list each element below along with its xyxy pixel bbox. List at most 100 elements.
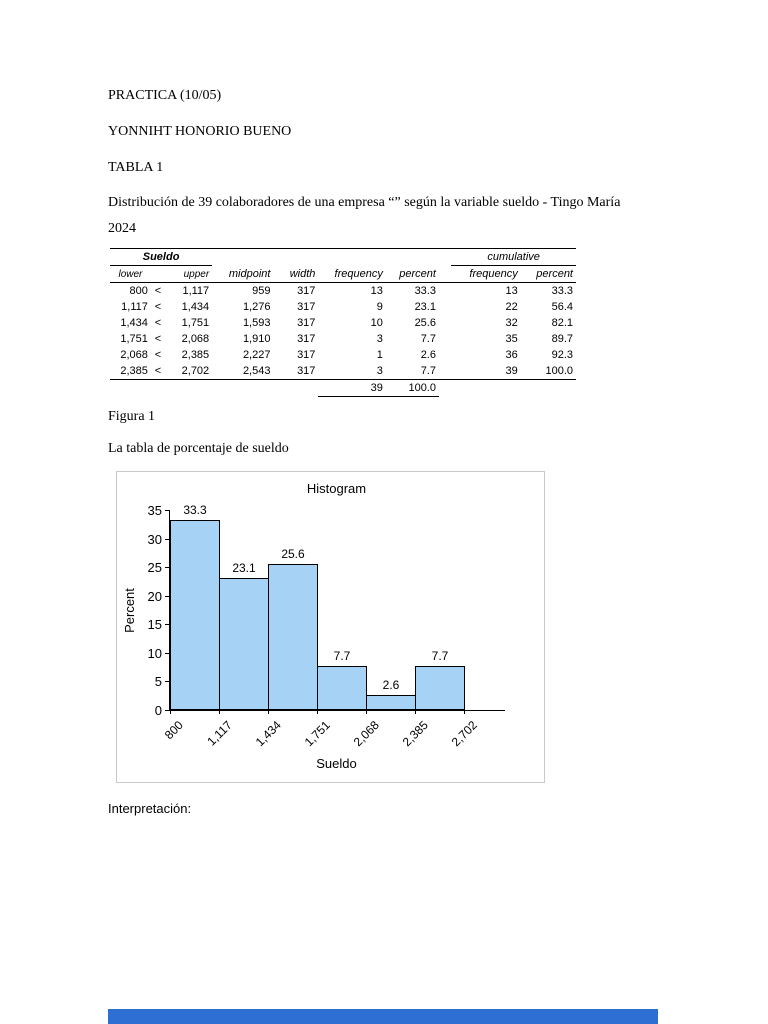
y-tick-mark (165, 624, 170, 626)
table-cell: 1,434 (181, 301, 210, 313)
table-cell: 35 (505, 333, 518, 345)
table-cell: 2,385 (110, 363, 151, 380)
totals-row: 39 100.0 (110, 379, 576, 397)
bar-value-label: 33.3 (183, 502, 207, 517)
table-description-line1: Distribución de 39 colaboradores de una … (108, 195, 621, 210)
interpretation-label: Interpretación: (108, 801, 192, 816)
bar-value-label: 7.7 (431, 649, 449, 663)
table-cell (439, 347, 451, 363)
table-cell: 39 (451, 363, 521, 380)
group-header-row: Sueldo cumulative (110, 248, 576, 266)
totals-spacer (110, 380, 318, 397)
table-cell: 317 (297, 285, 316, 297)
table-cell: 317 (297, 333, 316, 345)
totals-gap (439, 380, 451, 397)
author-name: YONNIHT HONORIO BUENO (108, 124, 292, 139)
x-tick-mark (464, 710, 465, 714)
table-cell (439, 299, 451, 315)
table-cell: 1 (376, 349, 383, 361)
table-cell: < (150, 363, 166, 380)
histogram-figure: Histogram Percent 0 5 10 15 20 25 30 35 33.3 23.1… (116, 471, 545, 783)
table-cell: 2,385 (181, 349, 210, 361)
x-axis-label: Sueldo (316, 756, 357, 771)
table-label: TABLA 1 (108, 160, 164, 175)
y-tick-label: 0 (154, 703, 162, 718)
bar-value-label: 25.6 (281, 546, 305, 561)
table-cell: 82.1 (551, 317, 573, 329)
table-cell: < (154, 349, 162, 361)
table-cell: 36 (505, 349, 518, 361)
y-tick-mark (165, 710, 170, 711)
histogram-bar (170, 519, 220, 710)
y-tick-mark (165, 567, 170, 569)
x-tick-mark (415, 710, 416, 714)
table-cell: 1,593 (242, 317, 271, 329)
table-cell: 2,068 (120, 349, 148, 361)
table-cell: 92.3 (551, 349, 573, 361)
col-header-upper: upper (165, 265, 213, 283)
plot-area: 0 5 10 15 20 25 30 35 33.3 23.1 25.6 7.7 2.6 7.7 800 1,… (148, 503, 505, 749)
table-cell: 33.3 (551, 285, 573, 297)
y-tick-mark (165, 681, 170, 683)
group-header-sueldo: Sueldo (110, 248, 213, 266)
table-cell: 317 (297, 317, 316, 329)
next-page-blue-bar (108, 1009, 658, 1024)
table-cell: 2,543 (212, 363, 274, 380)
col-header-midpoint: midpoint (212, 265, 274, 283)
table-cell: 3 (376, 333, 383, 345)
table-cell: 22 (505, 301, 518, 313)
table-cell: 23.1 (414, 301, 436, 313)
table-cell: 89.7 (551, 333, 573, 345)
table-cell: 25.6 (414, 317, 436, 329)
totals-cum-frequency (451, 380, 520, 397)
table-cell: 1,910 (242, 333, 271, 345)
y-tick-mark (165, 538, 170, 540)
table-cell: 1,751 (181, 317, 210, 329)
col-header-frequency: frequency (318, 265, 386, 283)
table-row: 1,751 <2,068 1,910 317 3 7.7 35 89.7 (110, 331, 576, 347)
histogram-bar (415, 666, 465, 710)
histogram-bar (317, 666, 367, 710)
col-header-percent: percent (385, 265, 439, 283)
y-tick-label: 10 (147, 645, 162, 661)
table-cell: 2,227 (242, 349, 271, 361)
y-tick-label: 20 (147, 588, 162, 604)
table-row: 800 <1,117 959 317 13 33.3 13 33.3 (110, 283, 576, 300)
col-header-width: width (273, 265, 319, 283)
figure-label: Figura 1 (108, 409, 156, 424)
table-cell: 33.3 (414, 285, 436, 297)
x-tick-label: 800 (161, 718, 186, 743)
table-cell: 100.0 (520, 363, 576, 380)
total-frequency: 39 (318, 379, 386, 397)
table-cell: 7.7 (385, 363, 439, 380)
x-tick-label: 1,117 (204, 718, 235, 749)
table-row: 2,385 <2,702 2,543 317 3 7.7 39 100.0 (110, 363, 576, 380)
table-cell: 32 (505, 317, 518, 329)
table-row: 1,117 <1,434 1,276 317 9 23.1 22 56.4 (110, 299, 576, 315)
table-cell: < (154, 333, 162, 345)
chart-title: Histogram (306, 481, 367, 496)
y-tick-mark (165, 595, 170, 597)
x-tick-label: 1,751 (301, 718, 333, 750)
table-cell: 7.7 (420, 333, 436, 345)
table-cell: 10 (370, 317, 383, 329)
histogram-bar (219, 578, 269, 710)
col-header-lower: lower (110, 265, 151, 283)
group-header-gap (212, 249, 439, 266)
group-header-cumulative: cumulative (451, 248, 576, 266)
y-tick-label: 30 (147, 531, 162, 547)
table-cell: 1,434 (120, 317, 148, 329)
x-tick-label: 2,385 (399, 718, 431, 750)
table-description: Distribución de 39 colaboradores de una … (108, 190, 668, 242)
table-row: 1,434 <1,751 1,593 317 10 25.6 32 82.1 (110, 315, 576, 331)
x-tick-mark (170, 710, 171, 714)
x-tick-mark (219, 710, 220, 714)
table-cell: < (154, 317, 162, 329)
x-tick-mark (268, 710, 269, 714)
page-title: PRACTICA (10/05) (108, 88, 222, 103)
table-cell: 2,068 (181, 333, 210, 345)
bar-value-label: 7.7 (333, 649, 351, 663)
x-tick-label: 2,702 (448, 718, 480, 750)
x-tick-mark (317, 710, 318, 714)
table-cell: 2.6 (420, 349, 436, 361)
